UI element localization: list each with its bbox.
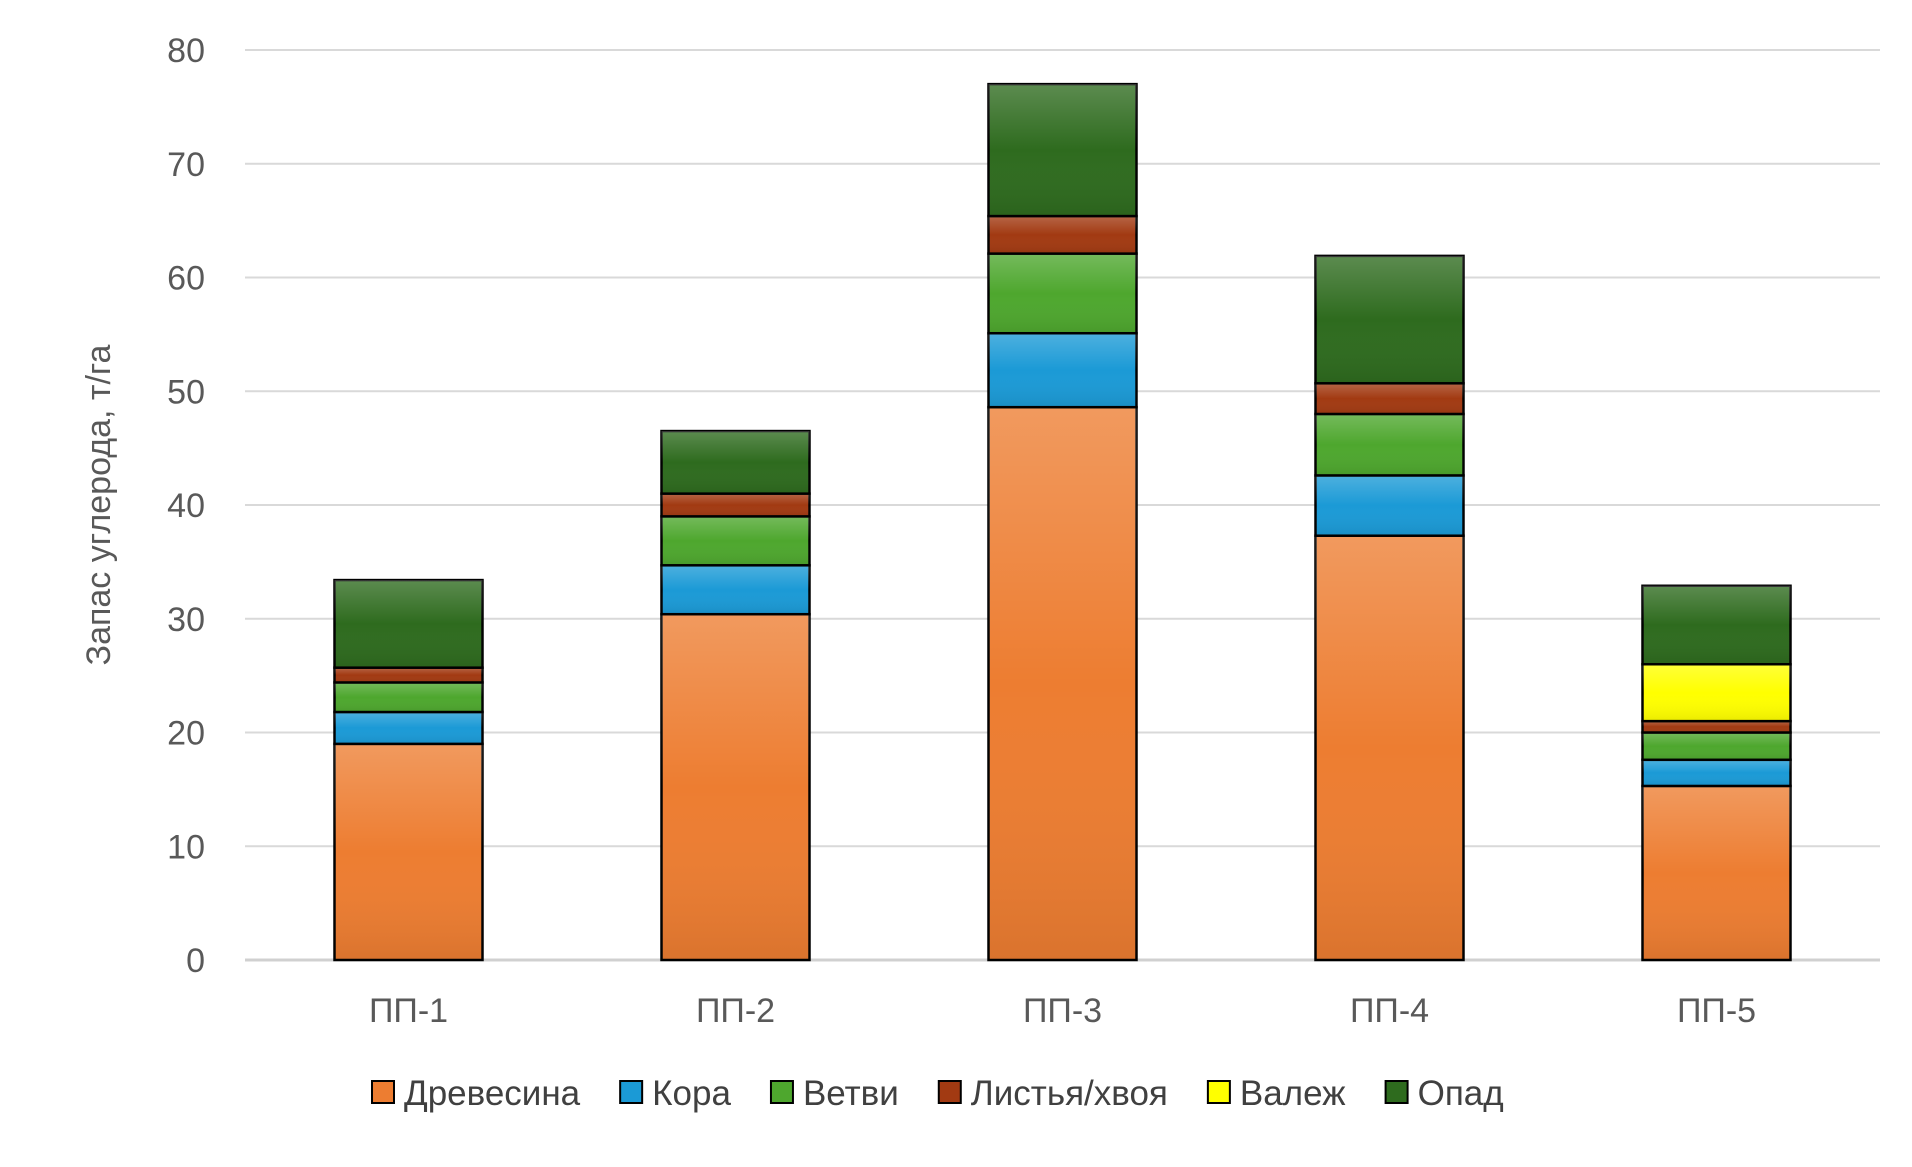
bar-segment-shading <box>1642 585 1791 665</box>
legend-label: Древесина <box>404 1074 581 1113</box>
bar-segment-shading <box>334 743 483 960</box>
legend-swatch <box>1206 1080 1231 1104</box>
x-tick-label: ПП-3 <box>1023 992 1102 1030</box>
legend-swatch <box>1384 1080 1409 1104</box>
bar-segment-shading <box>988 84 1137 217</box>
x-tick-label: ПП-4 <box>1350 992 1429 1030</box>
bar-segment-shading <box>988 333 1137 408</box>
bar-segment-shading <box>1315 255 1464 384</box>
x-tick-label: ПП-1 <box>369 992 448 1030</box>
legend-label: Ветви <box>803 1074 899 1113</box>
bar-segment-shading <box>661 493 810 517</box>
bar-segment-shading <box>1642 785 1791 960</box>
legend-item: Ветви <box>769 1074 899 1113</box>
y-tick-label: 80 <box>167 32 205 70</box>
bar-segment-shading <box>1315 383 1464 414</box>
y-tick-label: 20 <box>167 715 205 753</box>
bar-stack <box>333 578 484 962</box>
bar-segment-shading <box>661 614 810 960</box>
x-axis-ticks: ПП-1 ПП-2 ПП-3 ПП-4 ПП-5 <box>369 992 1756 1030</box>
bar-segment-shading <box>661 565 810 615</box>
legend-swatch <box>769 1080 794 1104</box>
y-tick-label: 30 <box>167 601 205 639</box>
y-axis-ticks: 0 10 20 30 40 50 60 70 80 <box>167 32 205 980</box>
bar-stack <box>1641 584 1792 962</box>
bar-segment-shading <box>334 682 483 713</box>
bar-segment-shading <box>1315 475 1464 536</box>
bar-stack <box>987 82 1138 962</box>
x-tick-label: ПП-5 <box>1677 992 1756 1030</box>
y-tick-label: 70 <box>167 146 205 184</box>
bar-segment-shading <box>1642 759 1791 786</box>
legend-swatch <box>937 1080 962 1104</box>
legend-item: Кора <box>619 1074 731 1113</box>
y-tick-label: 0 <box>186 942 205 980</box>
bar-segment-shading <box>988 407 1137 960</box>
y-tick-label: 10 <box>167 828 205 866</box>
y-tick-label: 60 <box>167 260 205 298</box>
bar-stack <box>1314 254 1465 962</box>
bar-segment-shading <box>1642 664 1791 722</box>
bar-segment-shading <box>1315 414 1464 476</box>
x-tick-label: ПП-2 <box>696 992 775 1030</box>
legend-swatch <box>619 1080 644 1104</box>
bar-segment-shading <box>988 216 1137 254</box>
legend-item: Валеж <box>1206 1074 1346 1113</box>
bar-segment-shading <box>334 580 483 668</box>
bar-segment-shading <box>661 516 810 566</box>
bar-segment-shading <box>334 712 483 744</box>
bar-segment-shading <box>1642 732 1791 760</box>
bar-segment-shading <box>988 253 1137 334</box>
bar-segment-shading <box>1315 535 1464 960</box>
bar-stack <box>660 429 811 962</box>
legend-item: Листья/хвоя <box>937 1074 1168 1113</box>
legend-item: Опад <box>1384 1074 1504 1113</box>
legend: Древесина Кора Ветви Листья/хвоя Валеж Опад <box>371 1074 1504 1113</box>
legend-swatch <box>371 1080 395 1104</box>
bars <box>333 82 1792 962</box>
bar-segment-shading <box>334 667 483 683</box>
y-tick-label: 50 <box>167 373 205 411</box>
legend-item: Древесина <box>371 1074 581 1113</box>
legend-label: Кора <box>652 1074 731 1113</box>
bar-segment-shading <box>1642 721 1791 733</box>
y-tick-label: 40 <box>167 487 205 525</box>
y-axis-label: Запас углерода, т/га <box>80 344 118 665</box>
bar-segment-shading <box>661 431 810 494</box>
legend-label: Валеж <box>1240 1074 1346 1113</box>
legend-label: Опад <box>1418 1074 1504 1113</box>
legend-label: Листья/хвоя <box>971 1074 1168 1113</box>
